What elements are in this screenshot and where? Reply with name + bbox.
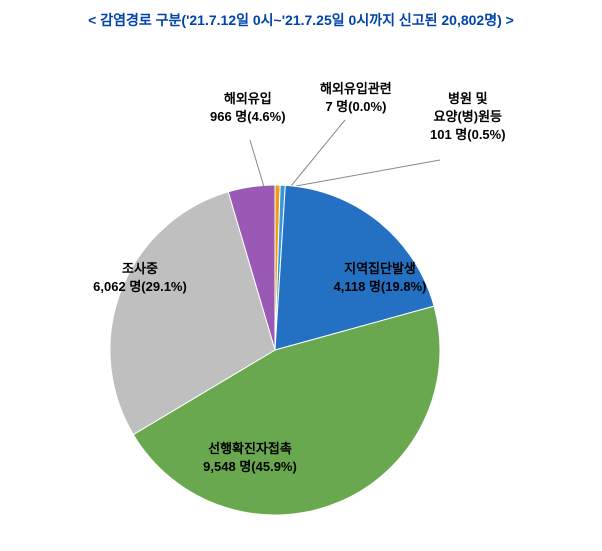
slice-label: 조사중 6,062 명(29.1%) (93, 260, 187, 296)
slice-label: 병원 및요양(병)원등 101 명(0.5%) (430, 90, 506, 145)
leader-line (296, 160, 440, 186)
slice-name: 해외유입 (224, 91, 272, 106)
slice-name: 요양(병)원등 (434, 109, 502, 124)
slice-count: 966 명 (210, 109, 247, 124)
slice-pct: (0.5%) (467, 127, 505, 142)
slice-label: 선행확진자접촉 9,548 명(45.9%) (203, 440, 297, 476)
slice-count: 7 명 (325, 99, 348, 114)
slice-label: 지역집단발생 4,118 명(19.8%) (334, 260, 427, 296)
slice-pct: (45.9%) (251, 459, 297, 474)
slice-count: 9,548 명 (203, 459, 251, 474)
leader-line (291, 120, 345, 186)
pie-chart-container: 해외유입 966 명(4.6%) 해외유입관련 7 명(0.0%) 병원 및요양(병)원… (10, 50, 592, 530)
slice-count: 4,118 명 (334, 279, 381, 294)
slice-name: 병원 및 (448, 91, 488, 106)
slice-name: 지역집단발생 (344, 261, 416, 276)
slice-pct: (0.0%) (348, 99, 386, 114)
slice-name: 선행확진자접촉 (208, 441, 292, 456)
slice-name: 해외유입관련 (320, 81, 392, 96)
leader-line (250, 140, 264, 187)
slice-count: 6,062 명 (93, 279, 141, 294)
slice-label: 해외유입 966 명(4.6%) (210, 90, 286, 126)
slice-count: 101 명 (430, 127, 467, 142)
chart-title: < 감염경로 구분('21.7.12일 0시~'21.7.25일 0시까지 신고… (10, 10, 592, 30)
slice-pct: (19.8%) (381, 279, 427, 294)
slice-name: 조사중 (122, 261, 158, 276)
slice-label: 해외유입관련 7 명(0.0%) (320, 80, 392, 116)
slice-pct: (4.6%) (247, 109, 285, 124)
slice-pct: (29.1%) (141, 279, 187, 294)
